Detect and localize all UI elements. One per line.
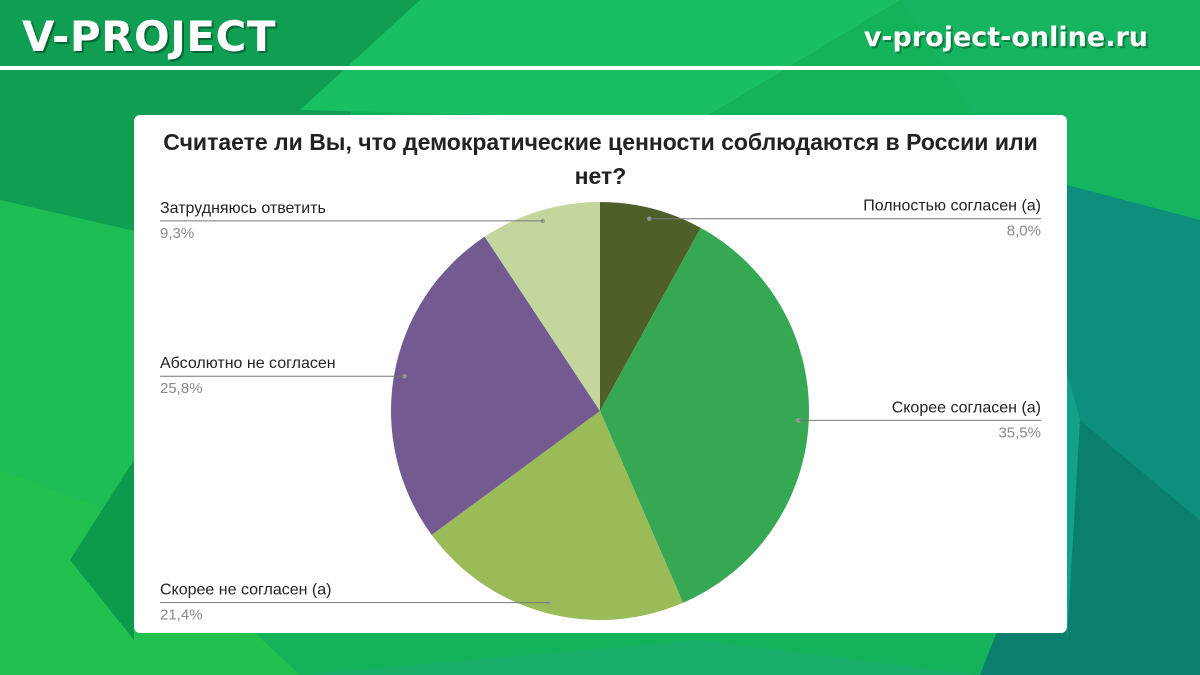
slice-label: Абсолютно не согласен	[160, 355, 336, 372]
header-divider	[0, 66, 1200, 70]
slice-value-label: 21,4%	[160, 607, 203, 624]
pie-labels: Полностью согласен (а) 8,0% Скорее согласе…	[160, 198, 1041, 624]
slice-label: Затрудняюсь ответить	[160, 200, 326, 217]
chart-title: Считаете ли Вы, что демократические ценн…	[163, 129, 1038, 189]
slice-label: Скорее не согласен (а)	[160, 582, 331, 599]
slice-value-label: 8,0%	[1007, 223, 1041, 240]
pie-chart: Полностью согласен (а) 8,0% Скорее согласе…	[160, 198, 1041, 624]
pie-slice-0	[600, 202, 701, 411]
slice-label: Полностью согласен (а)	[863, 198, 1041, 215]
pie-slice-4	[484, 202, 600, 411]
chart-card: Считаете ли Вы, что демократические ценн…	[134, 115, 1067, 633]
slice-value-label: 25,8%	[160, 380, 203, 397]
brand-logo: V-PROJECT	[22, 12, 276, 61]
site-url[interactable]: v-project-online.ru	[863, 22, 1148, 53]
slice-label: Скорее согласен (а)	[892, 399, 1041, 416]
pie-slice-3	[391, 236, 600, 535]
pie-slice-2	[431, 411, 684, 620]
pie-slices	[391, 202, 809, 620]
slice-value-label: 35,5%	[998, 424, 1041, 441]
pie-slice-1	[600, 227, 809, 603]
slice-value-label: 9,3%	[160, 225, 194, 242]
